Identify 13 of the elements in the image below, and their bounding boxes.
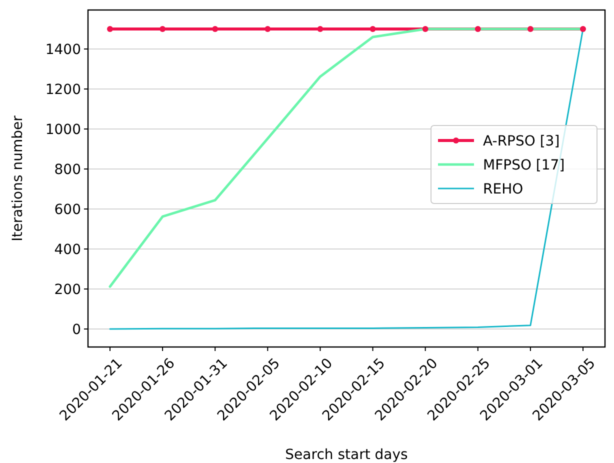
y-tick-label: 800 bbox=[54, 162, 81, 178]
y-tick-label: 400 bbox=[54, 242, 81, 258]
y-tick-label: 200 bbox=[54, 282, 81, 298]
legend-label: REHO bbox=[483, 181, 524, 198]
y-tick-label: 0 bbox=[72, 322, 81, 338]
legend-label: MFPSO [17] bbox=[483, 157, 565, 174]
x-axis-title: Search start days bbox=[285, 447, 408, 463]
y-tick-label: 1400 bbox=[45, 42, 81, 58]
y-tick-label: 1200 bbox=[45, 82, 81, 98]
y-tick-label: 600 bbox=[54, 202, 81, 218]
y-tick-label: 1000 bbox=[45, 122, 81, 138]
y-axis-title: Iterations number bbox=[10, 115, 26, 242]
legend-label: A-RPSO [3] bbox=[483, 133, 560, 150]
